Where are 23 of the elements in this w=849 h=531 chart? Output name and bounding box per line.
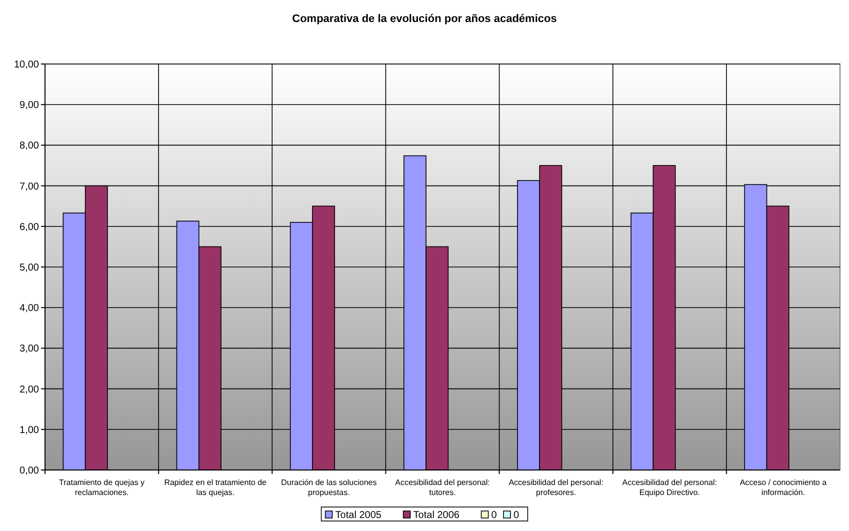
y-tick-label: 3,00 — [20, 344, 40, 355]
x-tick-label: Accesibilidad del personal: profesores. — [508, 478, 604, 497]
y-tick-label: 0,00 — [20, 466, 40, 476]
chart-title: Comparativa de la evolución por años académicos — [292, 13, 557, 25]
y-tick-label: 8,00 — [20, 140, 40, 152]
y-tick-label: 7,00 — [20, 181, 40, 192]
legend-label: 0 — [491, 510, 498, 521]
y-tick-label: 4,00 — [20, 303, 40, 314]
x-tick-label: Tratamiento de quejas y reclamaciones. — [59, 478, 145, 497]
y-tick-label: 9,00 — [20, 100, 40, 112]
y-tick-label: 5,00 — [20, 262, 40, 274]
legend-label: Total 2005 — [335, 510, 382, 521]
y-tick-label: 10,00 — [14, 60, 40, 70]
x-tick-label: Accesibilidad del personal: Equipo Directivo. — [622, 478, 718, 497]
x-tick-label: Accesibilidad del personal: tutores. — [395, 478, 490, 497]
legend-label: 0 — [514, 510, 520, 521]
y-tick-label: 6,00 — [20, 222, 40, 233]
x-tick-label: Duración de las soluciones propuestas. — [281, 478, 377, 497]
y-tick-label: 2,00 — [20, 384, 40, 396]
y-tick-label: 1,00 — [20, 424, 40, 436]
x-tick-label: Acceso / conocimiento a información. — [740, 478, 828, 497]
legend-label: Total 2006 — [413, 510, 460, 521]
x-tick-label: Rapidez en el tratamiento de las quejas. — [164, 478, 268, 497]
